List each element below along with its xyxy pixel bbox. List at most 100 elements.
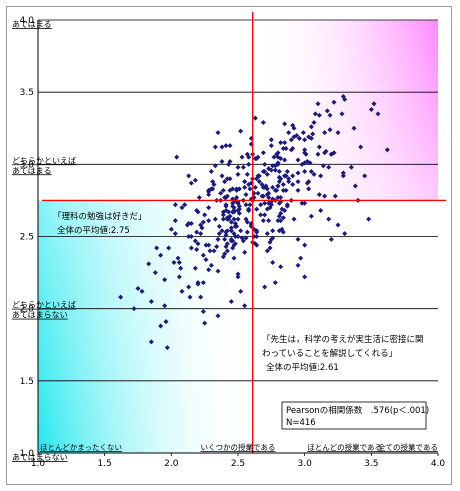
data-point-407 <box>259 182 265 188</box>
data-point-281 <box>316 144 322 150</box>
data-point-320 <box>238 128 244 134</box>
data-point-411 <box>223 202 229 208</box>
data-point-270 <box>192 177 198 183</box>
data-point-145 <box>278 264 284 270</box>
data-point-331 <box>239 154 245 160</box>
data-point-26 <box>231 255 237 261</box>
data-point-328 <box>288 137 294 143</box>
data-point-391 <box>186 173 192 179</box>
data-point-97 <box>235 234 241 239</box>
data-point-347 <box>283 145 289 151</box>
data-point-309 <box>340 173 346 179</box>
data-point-329 <box>186 221 192 227</box>
data-point-94 <box>308 169 314 175</box>
data-point-289 <box>243 235 249 241</box>
mean-lines <box>42 12 446 453</box>
data-point-255 <box>186 284 192 290</box>
data-point-266 <box>290 182 296 188</box>
data-point-132 <box>252 241 258 247</box>
data-point-318 <box>270 184 276 190</box>
data-point-134 <box>302 242 308 248</box>
stats-box: Pearsonの相関係数 .576(p＜.001) N=416 <box>281 401 429 430</box>
data-point-175 <box>332 193 338 199</box>
data-point-37 <box>267 245 273 251</box>
data-point-253 <box>203 257 209 263</box>
data-point-93 <box>295 187 301 193</box>
data-point-66 <box>375 111 381 117</box>
data-point-212 <box>254 176 260 182</box>
data-point-394 <box>235 171 241 177</box>
data-point-182 <box>163 319 169 325</box>
data-point-249 <box>260 119 266 125</box>
data-point-123 <box>246 161 252 167</box>
data-point-100 <box>284 169 290 175</box>
data-point-122 <box>262 200 268 206</box>
data-point-192 <box>327 112 333 118</box>
data-point-383 <box>231 231 237 237</box>
data-point-63 <box>358 144 364 150</box>
data-point-64 <box>362 173 368 179</box>
data-point-305 <box>276 228 282 234</box>
data-point-251 <box>282 140 288 146</box>
y-level-label-1-1: あてはまる <box>12 166 52 175</box>
x-tick-label-1: 1.5 <box>98 459 112 469</box>
data-point-87 <box>202 212 208 218</box>
x-tick-label-6: 4.0 <box>431 459 446 469</box>
data-point-382 <box>220 254 226 260</box>
data-point-385 <box>290 122 296 128</box>
x-level-label-2: ほとんどの授業である <box>307 442 382 452</box>
data-point-415 <box>231 208 237 214</box>
upper-right-fade <box>252 20 438 201</box>
data-point-75 <box>215 313 221 319</box>
data-point-370 <box>246 206 252 212</box>
data-point-304 <box>235 200 241 206</box>
x-level-label-3: 全ての授業である <box>378 442 438 452</box>
x-tick-label-2: 2.0 <box>164 459 179 469</box>
data-point-8 <box>176 274 182 280</box>
data-point-325 <box>178 265 184 271</box>
y-mean-value: 全体の平均値:2.75 <box>57 225 130 236</box>
data-point-216 <box>266 218 272 224</box>
data-point-110 <box>196 195 202 201</box>
data-point-35 <box>262 212 268 218</box>
data-point-307 <box>308 213 314 219</box>
data-point-398 <box>278 218 284 224</box>
data-point-88 <box>188 234 194 239</box>
y-tick-label-5: 3.5 <box>20 88 34 98</box>
data-point-279 <box>219 228 225 234</box>
y-tick-label-1: 1.5 <box>20 377 34 387</box>
data-point-0 <box>139 288 145 294</box>
y-level-label-1-0: どちらかといえば <box>12 156 76 165</box>
data-point-210 <box>262 169 268 175</box>
data-point-127 <box>206 189 212 195</box>
data-point-12 <box>188 245 194 251</box>
data-point-297 <box>200 219 206 225</box>
data-point-137 <box>235 164 241 170</box>
data-point-362 <box>223 232 229 238</box>
data-point-336 <box>244 151 250 157</box>
data-point-230 <box>216 223 222 229</box>
data-point-167 <box>310 131 316 137</box>
data-point-395 <box>260 218 266 224</box>
data-point-116 <box>228 225 234 231</box>
data-point-364 <box>306 186 312 192</box>
data-point-209 <box>212 216 218 222</box>
data-point-187 <box>234 195 240 201</box>
data-point-80 <box>168 226 174 232</box>
data-point-113 <box>340 170 346 176</box>
data-point-390 <box>278 195 284 201</box>
data-point-366 <box>286 176 292 182</box>
data-point-335 <box>266 190 272 196</box>
data-point-170 <box>222 236 228 242</box>
data-point-321 <box>306 134 312 140</box>
data-point-38 <box>270 259 276 265</box>
data-point-171 <box>306 179 312 185</box>
data-point-78 <box>131 306 137 312</box>
y-tick-label-0: 1.0 <box>20 449 35 459</box>
data-point-183 <box>275 218 281 224</box>
data-point-179 <box>207 248 213 254</box>
x-tick-label-5: 3.5 <box>364 459 378 469</box>
data-point-99 <box>208 262 214 268</box>
data-point-7 <box>171 259 177 265</box>
axis-labels: 1.0 1.5 2.0 2.5 3.0 3.5 4.0 1.0 1.5 2.0 2.5 3.0 3.5 4… <box>12 16 445 469</box>
